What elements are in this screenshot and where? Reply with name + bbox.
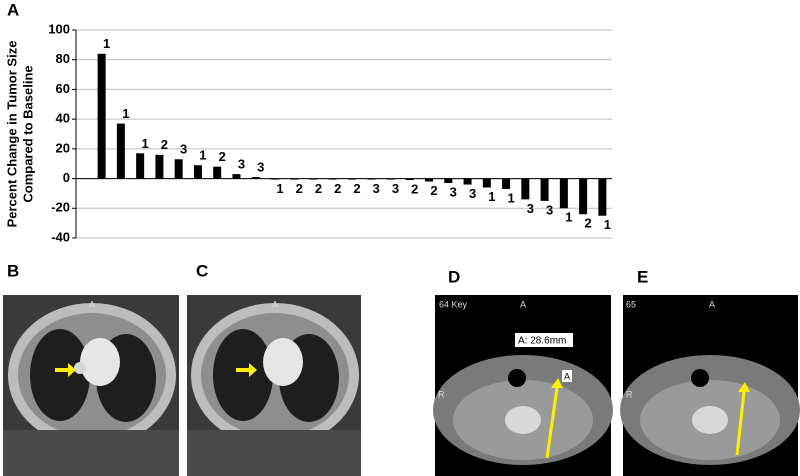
bar-label: 3 — [527, 201, 534, 216]
bar-label: 2 — [219, 149, 226, 164]
y-axis-label: Percent Change in Tumor Size Compared to … — [4, 41, 35, 228]
bar — [155, 154, 164, 179]
bar-label: 2 — [430, 183, 437, 198]
bar-label: 1 — [276, 181, 283, 196]
bar — [348, 178, 356, 180]
bar — [213, 166, 222, 179]
bar-label: 1 — [122, 106, 129, 121]
bar-label: 2 — [411, 181, 418, 196]
ct-image: A — [3, 295, 179, 476]
panel-label: A — [7, 0, 19, 19]
bar — [521, 178, 530, 200]
bar — [502, 178, 511, 189]
bar — [444, 178, 453, 184]
ct-text: 65 — [626, 299, 636, 309]
bar — [174, 159, 183, 179]
panel-label: B — [7, 261, 19, 280]
bar — [251, 177, 260, 179]
measurement: A: 28.6mm — [518, 336, 566, 347]
y-axis-label-line: Percent Change in Tumor Size — [4, 41, 19, 228]
ct-image: 64 Key A A: 28.6mm A R — [433, 295, 613, 476]
bar-label: 1 — [488, 189, 495, 204]
bar-label: 3 — [392, 181, 399, 196]
y-tick-label: 60 — [56, 81, 70, 96]
bar — [367, 178, 376, 180]
bar — [116, 123, 125, 179]
y-axis-label-line: Compared to Baseline — [20, 65, 35, 202]
bar — [386, 178, 395, 180]
bar-label: 2 — [334, 181, 341, 196]
bar — [598, 178, 607, 216]
panel-label: C — [196, 261, 208, 280]
ct-image: 65 A R — [620, 295, 800, 476]
bar-label: 2 — [584, 216, 591, 231]
ct-text: A — [89, 299, 95, 309]
bar — [328, 178, 337, 180]
ct-text: R — [438, 389, 445, 399]
bar-label: 3 — [450, 184, 457, 199]
bar — [579, 178, 588, 215]
bar — [232, 174, 241, 179]
bar — [425, 178, 434, 182]
y-tick-label: 40 — [56, 111, 70, 126]
bar — [463, 178, 472, 185]
bar — [405, 178, 414, 181]
bar-label: 2 — [353, 181, 360, 196]
ct-text: A — [564, 371, 570, 381]
bar — [97, 53, 106, 179]
bar — [136, 153, 145, 179]
ct-text: R — [626, 389, 633, 399]
bar — [309, 178, 318, 180]
bar-label: 3 — [373, 181, 380, 196]
bar-label: 3 — [469, 186, 476, 201]
y-tick-label: -40 — [51, 229, 70, 244]
bar — [193, 165, 202, 179]
bar — [482, 178, 491, 188]
bar — [559, 178, 568, 209]
bar-label: 3 — [238, 157, 245, 172]
bar-label: 1 — [507, 190, 514, 205]
ct-text: A — [272, 299, 278, 309]
bar-label: 1 — [565, 210, 572, 225]
y-tick-label: 0 — [63, 170, 70, 185]
bar-label: 2 — [315, 181, 322, 196]
bar-label: 1 — [199, 148, 206, 163]
bar-label: 1 — [103, 36, 110, 51]
bar-label: 2 — [161, 137, 168, 152]
y-tick-label: 100 — [48, 21, 70, 36]
bar-label: 1 — [604, 217, 611, 232]
panel-label: D — [448, 267, 460, 286]
bar-label: 2 — [296, 181, 303, 196]
ct-text: 64 Key — [439, 299, 468, 309]
ct-text: A — [709, 299, 715, 309]
bar-label: 3 — [546, 202, 553, 217]
ct-text: A — [520, 299, 526, 309]
bar — [270, 178, 279, 180]
ct-image: A — [187, 295, 361, 476]
bar — [290, 178, 299, 180]
bar-label: 3 — [180, 142, 187, 157]
y-tick-label: 20 — [56, 140, 70, 155]
y-tick-label: 80 — [56, 51, 70, 66]
bar — [540, 178, 549, 201]
bar-label: 1 — [142, 136, 149, 151]
panel-label: E — [637, 267, 648, 286]
bar-label: 3 — [257, 160, 264, 175]
y-tick-label: -20 — [51, 200, 70, 215]
